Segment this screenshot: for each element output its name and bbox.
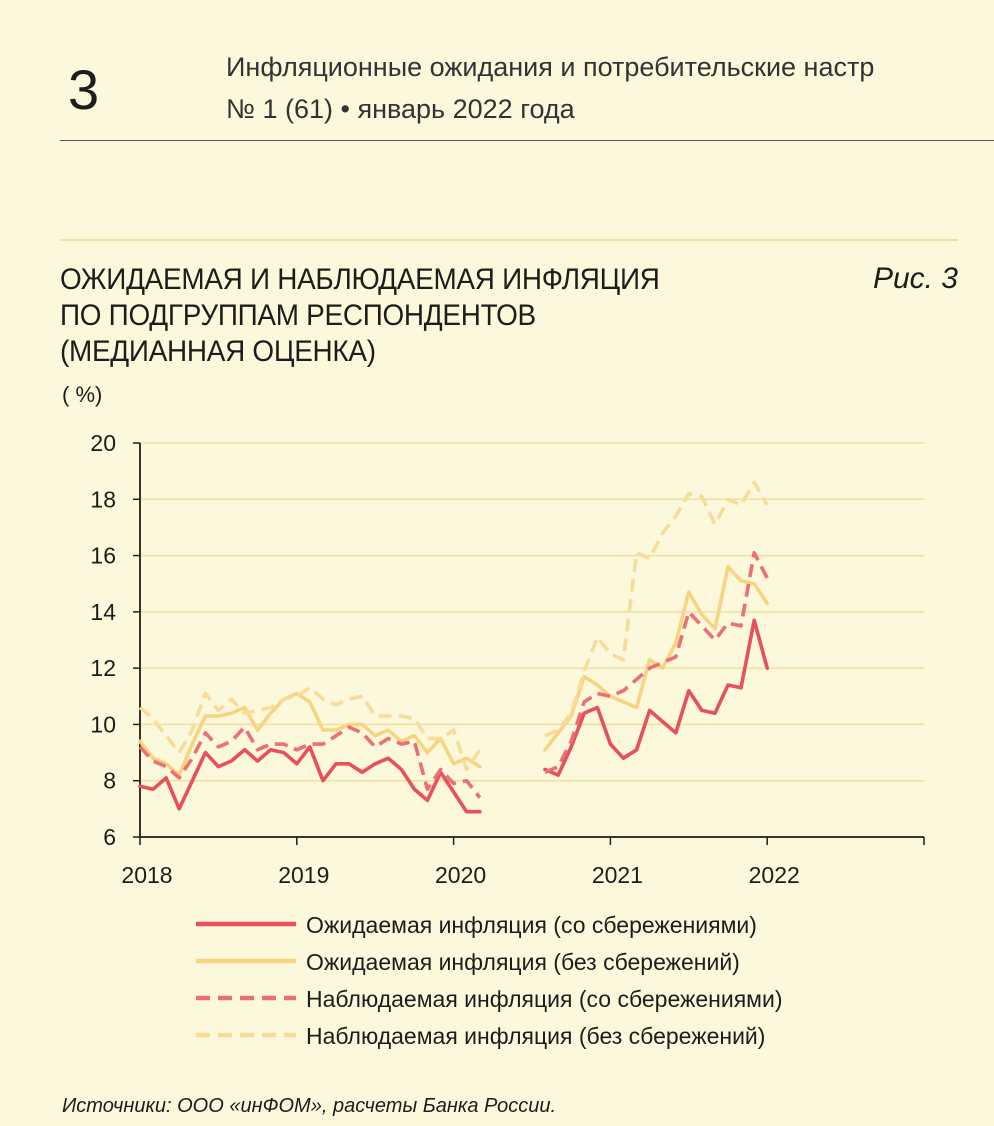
legend-item: Наблюдаемая инфляция (без сбережений)	[196, 1023, 765, 1049]
series-line	[138, 685, 482, 772]
figure-title-line: ОЖИДАЕМАЯ И НАБЛЮДАЕМАЯ ИНФЛЯЦИЯ	[60, 263, 660, 296]
page-number: 3	[68, 58, 100, 121]
y-tick-label: 20	[90, 430, 116, 456]
legend-item: Ожидаемая инфляция (без сбережений)	[196, 949, 740, 975]
section-divider	[60, 239, 958, 241]
x-tick-label: 2021	[592, 862, 643, 888]
x-tick-label: 2022	[749, 862, 800, 888]
series-1	[138, 618, 770, 814]
issue-label: № 1 (61) • январь 2022 года	[226, 94, 575, 124]
figure-number: Рис. 3	[872, 262, 958, 295]
publication-title: Инфляционные ожидания и потребительские …	[226, 52, 875, 82]
y-tick-label: 14	[90, 599, 116, 625]
axes: 6 8 10 12 14 16 18 20 2018 2019 2020 2021 2022	[90, 430, 925, 888]
y-tick-label: 8	[103, 768, 116, 794]
legend-item: Наблюдаемая инфляция (со сбережениями)	[196, 986, 783, 1012]
x-tick-label: 2020	[435, 862, 486, 888]
x-tick-label: 2018	[121, 862, 172, 888]
y-tick-label: 16	[90, 543, 116, 569]
x-tick-label: 2019	[278, 862, 329, 888]
series-line	[543, 618, 770, 777]
grid	[140, 442, 924, 782]
legend-label: Ожидаемая инфляция (со сбережениями)	[306, 912, 757, 938]
series-line	[138, 691, 482, 777]
figure-title-line: ПО ПОДГРУППАМ РЕСПОНДЕНТОВ	[60, 299, 536, 332]
figure-title-line: (МЕДИАННАЯ ОЦЕНКА)	[60, 335, 376, 368]
series-4	[138, 480, 769, 772]
figure-title: ОЖИДАЕМАЯ И НАБЛЮДАЕМАЯ ИНФЛЯЦИЯ ПО ПОДГ…	[60, 262, 660, 370]
series-lines	[138, 480, 770, 814]
legend-label: Ожидаемая инфляция (без сбережений)	[306, 949, 740, 975]
y-tick-label: 6	[103, 824, 116, 850]
series-line	[544, 550, 769, 774]
series-line	[138, 725, 482, 799]
legend-label: Наблюдаемая инфляция (со сбережениями)	[306, 986, 783, 1012]
series-line	[138, 745, 482, 814]
legend-item: Ожидаемая инфляция (со сбережениями)	[196, 912, 757, 938]
series-3	[138, 550, 769, 799]
y-tick-label: 18	[90, 486, 116, 512]
header-divider	[60, 140, 994, 141]
legend: Ожидаемая инфляция (со сбережениями) Ожид…	[196, 912, 783, 1049]
source-note: Источники: ООО «инФОМ», расчеты Банка Ро…	[62, 1095, 557, 1117]
inflation-chart: 6 8 10 12 14 16 18 20 2018 2019 2020 2021 2022 Ожида…	[90, 430, 925, 1049]
unit-label: ( %)	[62, 382, 103, 407]
y-tick-label: 12	[90, 655, 116, 681]
legend-label: Наблюдаемая инфляция (без сбережений)	[306, 1023, 765, 1049]
series-line	[544, 480, 769, 738]
y-tick-label: 10	[90, 711, 116, 737]
series-2	[138, 564, 770, 777]
